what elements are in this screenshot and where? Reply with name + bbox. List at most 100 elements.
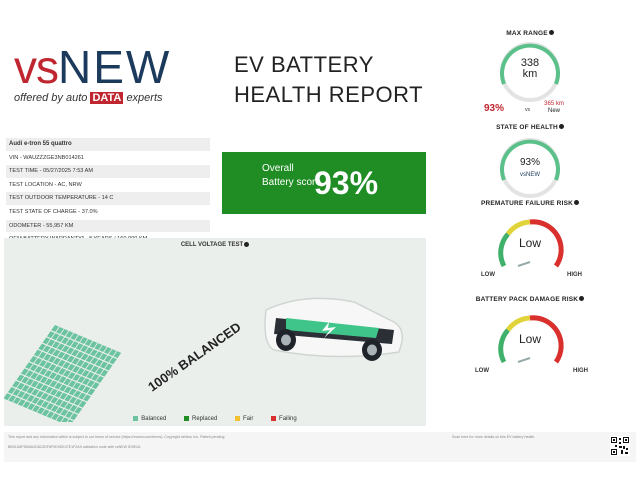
battery-cell <box>52 349 61 357</box>
battery-cell <box>27 395 35 402</box>
vsnew-logo: vsNEW offered by auto DATA experts <box>14 44 214 114</box>
max-range-readout: 338 km <box>498 58 562 80</box>
battery-cell <box>30 372 39 380</box>
info-icon[interactable] <box>558 124 564 129</box>
battery-cell <box>22 401 31 409</box>
battery-cell <box>54 390 63 398</box>
battery-cell <box>4 393 12 401</box>
battery-cell <box>66 339 74 347</box>
battery-cell <box>40 392 49 400</box>
battery-cell <box>81 361 89 369</box>
battery-cell <box>71 349 79 357</box>
pack-damage-title: BATTERY PACK DAMAGE RISK <box>470 296 590 303</box>
battery-cell <box>104 363 113 371</box>
battery-cell <box>39 368 48 376</box>
battery-cell <box>109 357 117 365</box>
battery-cell <box>52 341 60 349</box>
max-range-new-value: 365 km <box>544 101 564 107</box>
balanced-label: 100% BALANCED <box>145 319 244 394</box>
battery-cell <box>70 341 79 349</box>
battery-cell <box>34 366 43 374</box>
battery-cell <box>35 374 43 382</box>
battery-cell <box>12 389 21 396</box>
battery-cell <box>56 327 64 334</box>
battery-cell <box>51 324 59 332</box>
battery-cell <box>21 376 29 384</box>
battery-cell <box>8 395 16 403</box>
battery-cell <box>80 353 89 361</box>
legend-balanced-label: Balanced <box>141 416 167 423</box>
report-footer: This report and any information within i… <box>4 432 636 462</box>
battery-cell <box>46 411 55 419</box>
battery-cell <box>99 353 108 361</box>
battery-cell <box>78 400 87 408</box>
info-icon[interactable] <box>574 200 580 205</box>
info-icon[interactable] <box>244 242 250 247</box>
battery-cell <box>113 351 122 359</box>
legend-fair: Fair <box>235 416 253 422</box>
battery-cell <box>68 388 77 396</box>
legend-failing-label: Failing <box>279 416 297 423</box>
battery-cell <box>30 380 39 388</box>
battery-cell <box>83 394 91 402</box>
max-range-percent: 93% <box>484 103 505 114</box>
battery-cell <box>76 351 84 359</box>
battery-cell <box>31 397 40 404</box>
battery-cell <box>55 398 63 406</box>
battery-cell <box>59 392 68 400</box>
battery-cell <box>53 357 61 365</box>
battery-cell <box>37 407 45 415</box>
legend-replaced-label: Replaced <box>191 416 218 423</box>
qr-code-icon[interactable] <box>610 436 630 456</box>
max-range-new: 365 km New <box>540 101 568 115</box>
vehicle-model: Audi e-tron 55 quattro <box>6 138 210 152</box>
battery-cell <box>62 361 71 369</box>
battery-cell <box>47 347 56 355</box>
battery-cell <box>61 337 69 345</box>
battery-cell <box>76 359 85 367</box>
pack-damage-value: Low <box>518 332 541 346</box>
state-of-health-gauge <box>500 138 560 198</box>
battery-cell <box>90 357 99 365</box>
battery-cell <box>94 343 103 351</box>
premature-failure-title: PREMATURE FAILURE RISK <box>470 200 590 207</box>
battery-cell <box>65 411 73 419</box>
battery-cell <box>53 374 62 382</box>
battery-cell <box>25 370 34 378</box>
battery-cell <box>79 337 88 344</box>
vehicle-vin: VIN - WAUZZZGE3NB014261 <box>6 152 210 166</box>
vehicle-state-of-charge: TEST STATE OF CHARGE - 37.0% <box>6 206 210 220</box>
info-icon[interactable] <box>548 30 554 35</box>
cell-voltage-title: CELL VOLTAGE TEST <box>4 242 426 248</box>
battery-cell <box>86 363 94 371</box>
max-range-title: MAX RANGE <box>470 30 590 37</box>
battery-cell <box>74 406 83 414</box>
battery-cell <box>33 349 42 357</box>
battery-cell <box>63 386 72 394</box>
battery-cell <box>75 335 83 342</box>
logo-subline: offered by auto DATA experts <box>14 92 214 104</box>
battery-cell <box>90 365 99 373</box>
battery-cell <box>69 396 77 404</box>
battery-cell <box>99 345 107 353</box>
pack-damage-gauge <box>498 315 564 366</box>
battery-cell <box>64 394 73 402</box>
battery-cell <box>67 363 76 371</box>
battery-cell <box>72 374 81 382</box>
battery-cell <box>38 351 47 359</box>
battery-cell <box>75 343 84 351</box>
battery-cell <box>40 376 48 384</box>
overall-score-label: Overall Battery score <box>262 163 321 188</box>
battery-cell <box>87 380 95 388</box>
premature-failure-high: HIGH <box>567 272 582 278</box>
battery-cell <box>45 394 54 402</box>
cell-voltage-panel: CELL VOLTAGE TEST 100% BALANCED Balanced… <box>4 238 426 426</box>
max-range-new-label: New <box>547 108 560 114</box>
vehicle-test-time: TEST TIME - 05/27/2025 7:53 AM <box>6 165 210 179</box>
battery-cell <box>60 329 69 336</box>
info-icon[interactable] <box>579 296 585 301</box>
logo-sub-prefix: offered by auto <box>14 92 88 104</box>
battery-cell <box>90 349 98 357</box>
legend-failing: Failing <box>271 416 297 422</box>
battery-cell <box>21 384 30 392</box>
